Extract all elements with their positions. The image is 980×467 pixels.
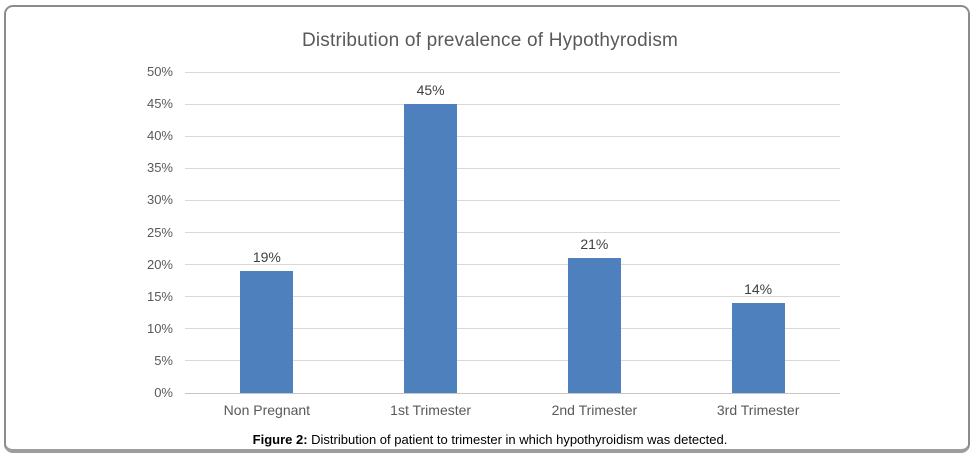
gridline — [185, 135, 840, 137]
gridline — [185, 232, 840, 233]
bar-value-label: 45% — [416, 82, 445, 99]
gridline — [185, 103, 840, 105]
plot-area: 19% 45% 21% 14% — [185, 71, 840, 394]
figure-caption-text: Distribution of patient to trimester in … — [307, 432, 728, 447]
y-tick-label: 50% — [146, 64, 173, 79]
x-category-label: 3rd Trimester — [716, 402, 800, 418]
gridline — [185, 264, 840, 266]
gridline — [185, 328, 840, 330]
x-category-label: 1st Trimester — [390, 402, 472, 418]
y-tick-label: 40% — [146, 128, 173, 144]
y-tick-label: 35% — [146, 160, 173, 176]
x-category-label: Non Pregnant — [223, 402, 311, 418]
figure-border-frame — [4, 5, 970, 453]
gridline — [185, 360, 840, 362]
gridline — [185, 167, 840, 169]
bar-value-label: 19% — [252, 249, 281, 266]
chart-title: Distribution of prevalence of Hypothyrod… — [301, 30, 679, 51]
y-tick-label: 25% — [146, 224, 173, 240]
y-tick-label: 5% — [154, 352, 173, 368]
figure-caption: Figure 2: Distribution of patient to tri… — [0, 432, 980, 447]
bar-2 — [404, 104, 458, 393]
bar-value-label: 21% — [580, 236, 609, 253]
x-category-label: 2nd Trimester — [551, 402, 638, 418]
gridline — [185, 199, 840, 201]
y-tick-label: 0% — [154, 385, 173, 400]
y-tick-label: 15% — [146, 288, 173, 304]
bar-1 — [240, 271, 294, 393]
y-tick-label: 10% — [146, 320, 173, 336]
bar-value-label: 14% — [744, 281, 773, 298]
bar-3 — [567, 258, 621, 393]
gridline — [185, 296, 840, 298]
x-axis-line — [185, 392, 840, 394]
y-tick-label: 20% — [146, 256, 173, 272]
figure-caption-prefix: Figure 2: — [252, 432, 308, 447]
y-tick-label: 45% — [146, 96, 173, 112]
gridline — [185, 71, 840, 73]
bar-4 — [731, 303, 785, 393]
y-tick-label: 30% — [146, 192, 173, 208]
